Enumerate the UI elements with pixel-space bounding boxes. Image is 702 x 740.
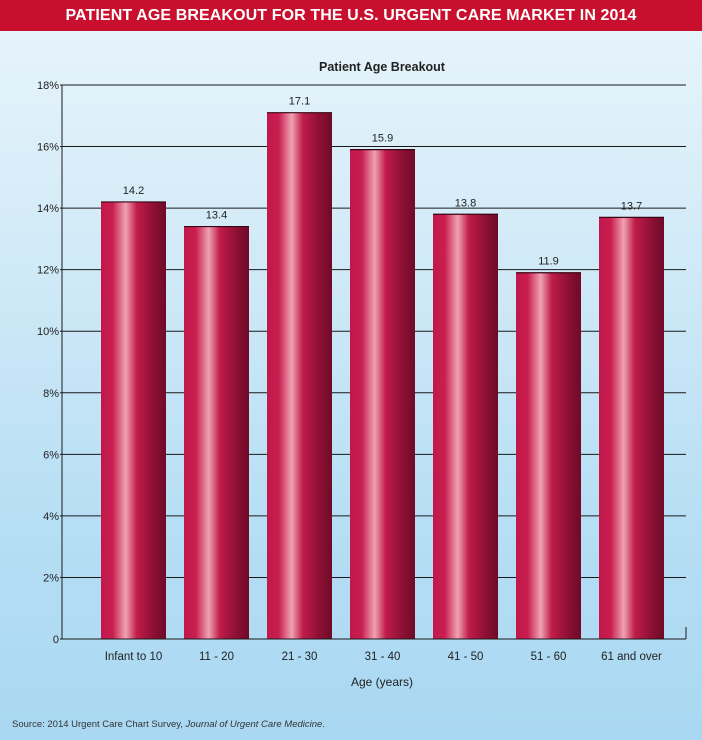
y-tick-label: 10% (37, 326, 59, 338)
bar (599, 217, 664, 639)
y-tick-label: 8% (43, 388, 59, 400)
y-tick-label: 14% (37, 203, 59, 215)
y-tick-label: 12% (37, 265, 59, 277)
x-tick-label: 11 - 20 (199, 651, 234, 663)
source-journal: Journal of Urgent Care Medicine (185, 719, 323, 730)
data-label: 14.2 (123, 185, 144, 197)
x-tick-label: 31 - 40 (365, 651, 401, 663)
data-label: 13.7 (621, 200, 642, 212)
x-tick-label: 61 and over (601, 651, 662, 663)
x-axis-label: Age (years) (351, 675, 413, 689)
bars: 14.2 13.4 17.1 15.9 13.8 11.9 13.7 (101, 96, 664, 640)
bar (516, 272, 581, 639)
data-label: 13.8 (455, 197, 476, 209)
bar (184, 226, 249, 640)
y-tick-label: 2% (43, 572, 59, 584)
bar (101, 201, 166, 639)
data-label: 15.9 (372, 133, 393, 145)
x-tick-label: 41 - 50 (448, 651, 484, 663)
y-tick-label: 6% (43, 449, 59, 461)
x-tick-label: 51 - 60 (531, 651, 567, 663)
bar (350, 149, 415, 639)
data-label: 11.9 (538, 256, 559, 268)
data-label: 13.4 (206, 210, 227, 222)
chart-banner-title: PATIENT AGE BREAKOUT FOR THE U.S. URGENT… (0, 0, 702, 31)
y-tick-label: 4% (43, 511, 59, 523)
source-prefix: Source: 2014 Urgent Care Chart Survey, (12, 719, 186, 730)
source-note: Source: 2014 Urgent Care Chart Survey, J… (12, 719, 325, 730)
y-tick-label: 18% (37, 80, 59, 92)
data-label: 17.1 (289, 96, 310, 108)
bar (433, 214, 498, 639)
x-axis: Infant to 10 11 - 20 21 - 30 31 - 40 41 - 50… (62, 627, 687, 663)
x-tick-label: Infant to 10 (105, 651, 163, 663)
y-tick-label: 16% (37, 142, 59, 154)
bar (267, 112, 332, 639)
x-tick-label: 21 - 30 (282, 651, 318, 663)
chart-title: Patient Age Breakout (319, 60, 446, 74)
y-axis: 0 2% 4% 6% 8% 10% 12% 14% 16% 18% (37, 80, 63, 646)
source-suffix: . (322, 719, 325, 730)
y-tick-label: 0 (53, 634, 59, 646)
